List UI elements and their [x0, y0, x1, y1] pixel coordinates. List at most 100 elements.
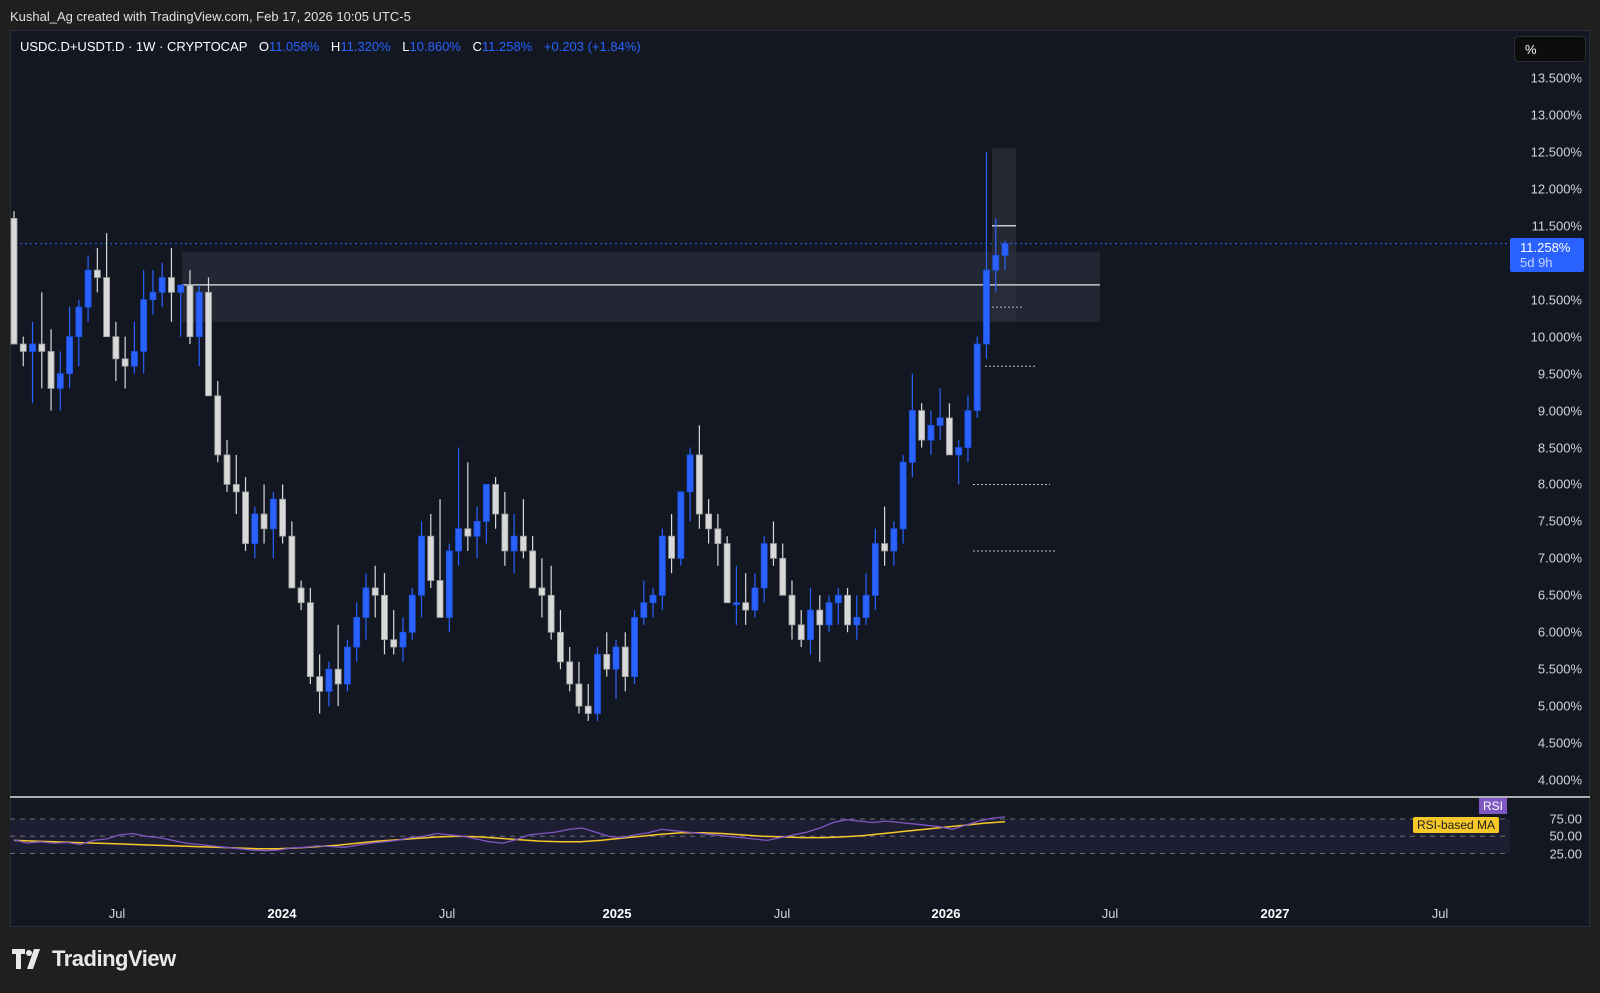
candle-body[interactable] — [825, 602, 833, 626]
candle-body[interactable] — [316, 676, 324, 692]
candle-body[interactable] — [418, 535, 425, 596]
candle-body[interactable] — [325, 668, 333, 692]
candle-body[interactable] — [84, 269, 92, 308]
candle-body[interactable] — [214, 395, 222, 456]
candle-body[interactable] — [760, 543, 768, 589]
candle-body[interactable] — [408, 594, 416, 633]
candle-body[interactable] — [29, 343, 36, 352]
candle-body[interactable] — [492, 484, 500, 515]
candle-body[interactable] — [677, 491, 685, 559]
candle-body[interactable] — [269, 498, 277, 530]
candle-body[interactable] — [306, 602, 314, 677]
candle-body[interactable] — [436, 580, 444, 618]
candle-body[interactable] — [890, 528, 898, 552]
candle-body[interactable] — [992, 254, 1000, 271]
candle-body[interactable] — [621, 646, 629, 677]
candle-body[interactable] — [538, 587, 546, 596]
candle-body[interactable] — [918, 410, 926, 441]
candle-body[interactable] — [751, 587, 759, 611]
candle-body[interactable] — [455, 528, 462, 552]
candle-body[interactable] — [797, 624, 805, 641]
candle-body[interactable] — [353, 617, 361, 648]
candle-body[interactable] — [205, 291, 212, 397]
candle-body[interactable] — [390, 639, 398, 648]
candle-body[interactable] — [279, 498, 286, 537]
candle-body[interactable] — [38, 343, 46, 352]
candle-body[interactable] — [427, 535, 435, 581]
candle-body[interactable] — [344, 646, 351, 685]
candle-body[interactable] — [668, 535, 675, 559]
chart-frame[interactable] — [10, 30, 1590, 927]
candle-body[interactable] — [334, 668, 342, 685]
candle-body[interactable] — [714, 528, 722, 544]
candle-body[interactable] — [362, 587, 370, 618]
candle-body[interactable] — [640, 602, 648, 618]
candle-body[interactable] — [168, 277, 175, 293]
candle-body[interactable] — [473, 521, 481, 537]
candle-body[interactable] — [75, 306, 83, 338]
candle-body[interactable] — [501, 513, 509, 552]
candle-body[interactable] — [529, 550, 537, 589]
candle-body[interactable] — [844, 594, 851, 626]
resistance-zone[interactable] — [182, 251, 1100, 322]
candle-body[interactable] — [566, 661, 574, 685]
candle-body[interactable] — [131, 351, 138, 367]
candle-body[interactable] — [519, 535, 527, 552]
scale-mode-button[interactable]: % — [1514, 36, 1586, 62]
candle-body[interactable] — [658, 535, 666, 596]
candle-body[interactable] — [186, 284, 194, 338]
candle-body[interactable] — [983, 269, 990, 345]
candle-body[interactable] — [594, 654, 601, 714]
candle-body[interactable] — [955, 447, 963, 456]
candle-body[interactable] — [612, 646, 620, 670]
candle-body[interactable] — [742, 602, 750, 611]
candle-body[interactable] — [871, 543, 879, 596]
candle-body[interactable] — [66, 336, 73, 374]
candle-body[interactable] — [927, 424, 935, 441]
candle-body[interactable] — [232, 484, 240, 493]
candle-body[interactable] — [631, 617, 638, 677]
candle-body[interactable] — [547, 594, 555, 633]
candle-body[interactable] — [381, 594, 388, 641]
candle-body[interactable] — [103, 277, 111, 338]
candle-body[interactable] — [47, 351, 55, 389]
candle-body[interactable] — [686, 454, 694, 493]
candle-body[interactable] — [195, 291, 203, 338]
candle-body[interactable] — [853, 617, 861, 626]
candle-body[interactable] — [10, 218, 18, 345]
candle-body[interactable] — [510, 535, 518, 552]
candle-body[interactable] — [140, 299, 148, 352]
candle-body[interactable] — [862, 594, 870, 618]
candle-body[interactable] — [399, 631, 407, 648]
candle-body[interactable] — [288, 535, 296, 589]
candle-body[interactable] — [1001, 243, 1009, 256]
candle-body[interactable] — [93, 269, 101, 278]
candle-body[interactable] — [779, 557, 787, 596]
candle-body[interactable] — [557, 631, 564, 663]
tradingview-logo[interactable]: TradingView — [12, 946, 176, 972]
candle-body[interactable] — [723, 543, 731, 604]
candle-body[interactable] — [112, 336, 120, 360]
candle-body[interactable] — [19, 343, 27, 352]
candle-body[interactable] — [121, 358, 129, 367]
candle-body[interactable] — [881, 543, 888, 552]
candle-body[interactable] — [56, 373, 64, 389]
candle-body[interactable] — [899, 461, 907, 530]
candle-body[interactable] — [695, 454, 703, 515]
candle-body[interactable] — [834, 594, 842, 604]
candle-body[interactable] — [816, 609, 824, 626]
candle-body[interactable] — [575, 683, 583, 707]
candle-body[interactable] — [603, 654, 611, 670]
candle-body[interactable] — [770, 543, 777, 559]
candle-body[interactable] — [260, 513, 268, 530]
candle-body[interactable] — [936, 417, 944, 426]
candle-body[interactable] — [973, 343, 981, 411]
candle-body[interactable] — [464, 528, 472, 537]
candle-body[interactable] — [158, 277, 166, 293]
candle-body[interactable] — [445, 550, 453, 618]
candle-body[interactable] — [297, 587, 305, 604]
candle-body[interactable] — [908, 410, 916, 463]
candle-body[interactable] — [733, 602, 740, 606]
candle-body[interactable] — [705, 513, 713, 530]
